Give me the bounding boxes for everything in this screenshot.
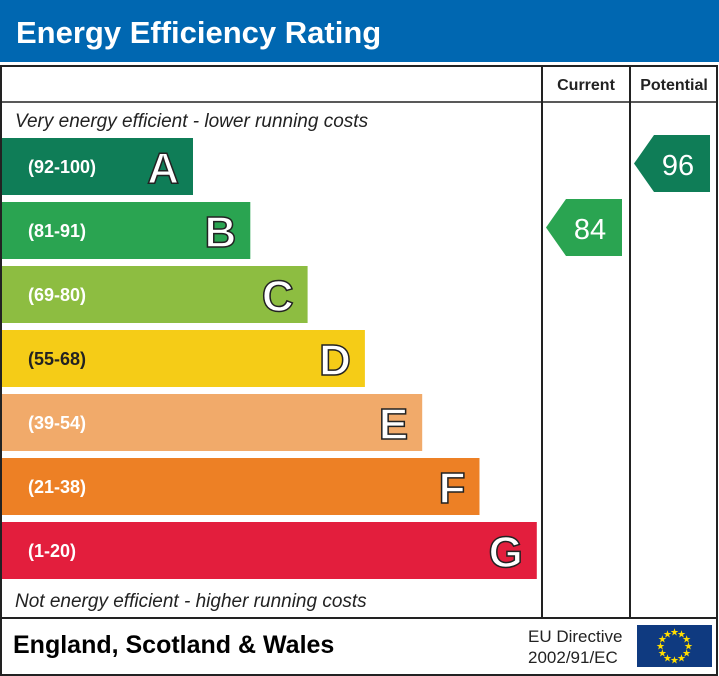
eu-star-icon: ★ [663,629,672,640]
potential-rating-arrow: 96 [634,135,710,192]
band-b: (81-91) B [2,202,251,259]
eu-star-icon: ★ [658,635,667,646]
footer-region: England, Scotland & Wales [13,631,334,659]
band-bar [2,266,308,323]
band-letter: B [205,208,237,257]
band-bar [2,138,193,195]
eu-star-icon: ★ [658,649,667,660]
band-f: (21-38) F [2,458,480,515]
eu-star-icon: ★ [682,635,691,646]
band-bar [2,458,480,515]
band-letter: C [262,272,294,321]
table-frame [0,65,718,676]
eu-star-icon: ★ [677,654,686,665]
current-arrow-shape [546,199,622,256]
band-range: (21-38) [28,477,86,497]
current-rating-arrow: 84 [546,199,622,256]
band-range: (81-91) [28,221,86,241]
band-bar [2,522,537,579]
directive-line1: EU Directive [528,627,622,646]
eu-star-icon: ★ [663,654,672,665]
eu-star-icon: ★ [670,628,679,639]
band-e: (39-54) E [2,394,423,451]
potential-rating-value: 96 [662,150,694,182]
chart-title: Energy Efficiency Rating [16,15,381,50]
eu-star-icon: ★ [656,642,665,653]
band-letter: G [489,528,523,577]
band-letter: E [379,400,408,449]
top-note: Very energy efficient - lower running co… [15,111,369,132]
band-range: (55-68) [28,349,86,369]
band-bar [2,202,251,259]
title-bar [0,0,719,62]
bottom-note: Not energy efficient - higher running co… [15,591,367,612]
band-range: (92-100) [28,157,96,177]
band-range: (1-20) [28,541,76,561]
band-bar [2,394,423,451]
potential-arrow-shape [634,135,710,192]
band-range: (39-54) [28,413,86,433]
band-c: (69-80) C [2,266,308,323]
band-letter: D [319,336,351,385]
eu-stars-icon: ★★★★★★★★★★★★ [656,628,693,667]
header-potential: Potential [640,77,708,94]
band-letter: A [147,144,179,193]
current-rating-value: 84 [574,214,606,246]
band-range: (69-80) [28,285,86,305]
header-current: Current [557,77,615,94]
band-g: (1-20) G [2,522,537,579]
eu-star-icon: ★ [677,629,686,640]
band-bar [2,330,365,387]
directive-line2: 2002/91/EC [528,648,618,667]
band-d: (55-68) D [2,330,365,387]
band-letter: F [439,464,466,513]
eu-flag-icon [637,625,712,667]
eu-star-icon: ★ [684,642,693,653]
band-a: (92-100) A [2,138,193,195]
eu-star-icon: ★ [670,656,679,667]
eu-star-icon: ★ [682,649,691,660]
